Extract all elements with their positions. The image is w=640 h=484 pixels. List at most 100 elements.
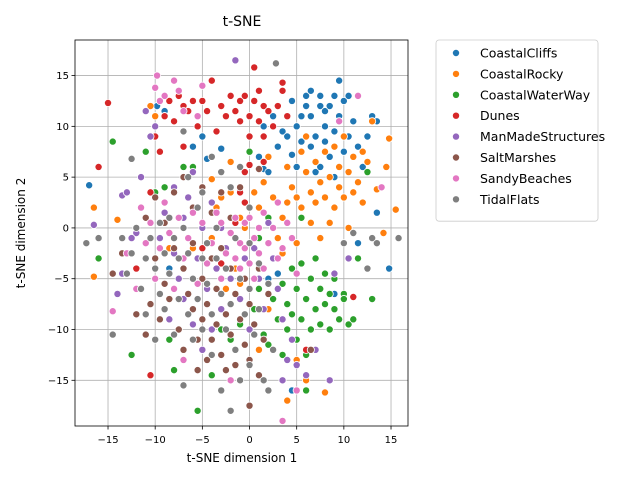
data-point: [278, 279, 287, 288]
data-point: [250, 330, 259, 339]
data-point: [259, 376, 268, 385]
data-point: [259, 102, 268, 111]
legend-item-sandybeaches[interactable]: SandyBeaches: [451, 171, 572, 186]
data-point: [198, 325, 207, 334]
data-point: [113, 289, 122, 298]
data-point: [349, 117, 358, 126]
data-point: [170, 330, 179, 339]
legend-item-coastalcliffs[interactable]: CoastalCliffs: [451, 46, 557, 61]
data-point: [198, 274, 207, 283]
data-point: [184, 249, 193, 258]
data-point: [335, 183, 344, 192]
data-point: [89, 272, 98, 281]
data-point: [198, 345, 207, 354]
data-point: [141, 147, 150, 156]
data-point: [316, 320, 325, 329]
data-point: [188, 208, 197, 217]
x-tick-label: −10: [145, 435, 166, 446]
legend[interactable]: CoastalCliffs CoastalRocky CoastalWaterWay…: [435, 39, 605, 222]
data-point: [245, 239, 254, 248]
legend-item-saltmarshes[interactable]: SaltMarshes: [451, 150, 556, 165]
legend-item-coastalrocky[interactable]: CoastalRocky: [451, 66, 564, 81]
data-point: [287, 310, 296, 319]
chart-title: t-SNE: [223, 14, 262, 30]
data-point: [217, 289, 226, 298]
data-point: [141, 330, 150, 339]
data-point: [231, 56, 240, 65]
data-point: [306, 188, 315, 197]
data-point: [231, 345, 240, 354]
legend-marker: [451, 90, 460, 99]
data-point: [287, 264, 296, 273]
legend-marker: [451, 174, 460, 183]
data-point: [311, 157, 320, 166]
data-point: [325, 173, 334, 182]
data-point: [188, 168, 197, 177]
data-point: [217, 218, 226, 227]
data-point: [344, 254, 353, 263]
data-point: [368, 295, 377, 304]
data-point: [207, 76, 216, 85]
data-point: [137, 173, 146, 182]
data-point: [259, 335, 268, 344]
data-point: [217, 350, 226, 359]
data-point: [254, 223, 263, 232]
data-point: [250, 63, 259, 72]
data-point: [221, 249, 230, 258]
data-point: [273, 269, 282, 278]
data-point: [165, 269, 174, 278]
data-point: [271, 59, 280, 68]
data-point: [292, 239, 301, 248]
x-tick-label: 0: [246, 435, 252, 446]
data-point: [217, 168, 226, 177]
data-point: [354, 178, 363, 187]
data-point: [339, 96, 348, 105]
data-point: [127, 350, 136, 359]
data-point: [339, 147, 348, 156]
data-point: [349, 292, 358, 301]
data-point: [264, 279, 273, 288]
data-point: [212, 223, 221, 232]
data-point: [151, 122, 160, 131]
data-point: [339, 239, 348, 248]
data-point: [330, 269, 339, 278]
legend-label: CoastalWaterWay: [480, 87, 591, 102]
legend-item-coastalwaterway[interactable]: CoastalWaterWay: [451, 87, 591, 102]
data-point: [254, 371, 263, 380]
data-point: [278, 350, 287, 359]
data-point: [160, 112, 169, 121]
x-tick-label: 5: [293, 435, 299, 446]
data-point: [226, 300, 235, 309]
data-point: [372, 239, 381, 248]
legend-box: [435, 39, 599, 222]
series-manmadestructures: [89, 56, 353, 385]
data-point: [212, 254, 221, 263]
data-point: [292, 193, 301, 202]
data-point: [160, 183, 169, 192]
data-point: [160, 208, 169, 217]
data-point: [320, 122, 329, 131]
data-point: [221, 284, 230, 293]
data-point: [240, 198, 249, 207]
data-point: [151, 274, 160, 283]
data-point: [160, 305, 169, 314]
legend-item-manmadestructures[interactable]: ManMadeStructures: [451, 129, 605, 144]
data-point: [245, 259, 254, 268]
legend-item-dunes[interactable]: Dunes: [451, 108, 520, 123]
data-point: [155, 244, 164, 253]
data-point: [283, 355, 292, 364]
data-point: [179, 162, 188, 171]
data-point: [335, 315, 344, 324]
legend-item-tidalflats[interactable]: TidalFlats: [451, 192, 540, 207]
data-point: [198, 188, 207, 197]
data-point: [363, 264, 372, 273]
data-point: [184, 234, 193, 243]
data-point: [179, 223, 188, 232]
data-point: [273, 284, 282, 293]
data-point: [363, 157, 372, 166]
data-point: [193, 295, 202, 304]
data-point: [221, 325, 230, 334]
data-point: [104, 98, 113, 107]
data-point: [193, 122, 202, 131]
